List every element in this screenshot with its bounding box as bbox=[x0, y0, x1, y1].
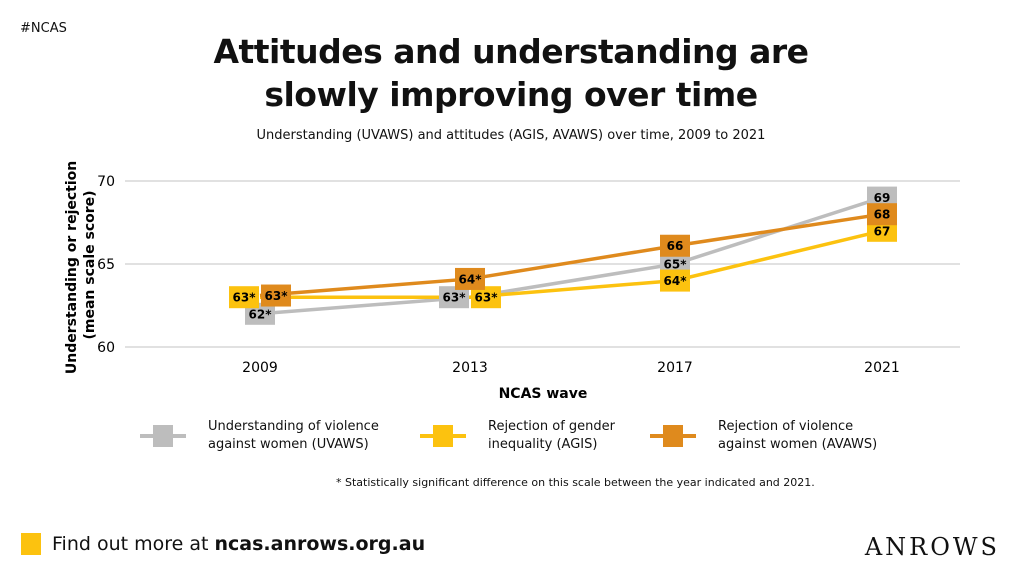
legend-label: Rejection of gender bbox=[488, 419, 615, 434]
data-label: 63* bbox=[233, 291, 257, 305]
hashtag: #NCAS bbox=[20, 21, 67, 36]
x-axis-label: NCAS wave bbox=[499, 386, 588, 402]
data-label: 65* bbox=[664, 258, 688, 272]
title-line-2: slowly improving over time bbox=[264, 75, 758, 114]
x-tick-label: 2013 bbox=[452, 360, 488, 376]
data-label: 64* bbox=[664, 274, 688, 288]
legend-item-avaws: Rejection of violence against women (AVAW… bbox=[650, 418, 908, 454]
chart-subtitle: Understanding (UVAWS) and attitudes (AGI… bbox=[256, 128, 766, 143]
legend-item-agis: Rejection of gender inequality (AGIS) bbox=[420, 418, 678, 454]
data-point-marker bbox=[261, 284, 291, 307]
data-label: 68 bbox=[874, 208, 891, 222]
data-point-marker bbox=[867, 186, 897, 209]
legend-label: against women (UVAWS) bbox=[208, 437, 369, 452]
y-tick-label: 60 bbox=[97, 340, 115, 356]
legend-label: inequality (AGIS) bbox=[488, 437, 598, 452]
page-title: Attitudes and understanding are slowly i… bbox=[0, 30, 1022, 116]
data-label: 64* bbox=[459, 272, 483, 286]
data-point-marker bbox=[245, 302, 275, 325]
data-point-marker bbox=[660, 269, 690, 292]
y-axis-label: Understanding or rejection (mean scale s… bbox=[64, 156, 98, 374]
data-label: 63* bbox=[443, 291, 467, 305]
x-tick-label: 2009 bbox=[242, 360, 278, 376]
data-label: 63* bbox=[265, 289, 289, 303]
x-tick-label: 2017 bbox=[657, 360, 693, 376]
footer-link[interactable]: ncas.anrows.org.au bbox=[214, 533, 426, 555]
data-point-marker bbox=[471, 286, 501, 309]
y-tick-label: 70 bbox=[97, 174, 115, 190]
title-line-1: Attitudes and understanding are bbox=[213, 32, 809, 71]
series-line-1 bbox=[260, 229, 883, 299]
footer-prefix: Find out more at bbox=[52, 533, 215, 555]
legend-marker-avaws bbox=[650, 425, 696, 447]
data-label: 66 bbox=[667, 239, 684, 253]
data-label: 69 bbox=[874, 191, 891, 205]
data-point-marker bbox=[439, 286, 469, 309]
legend: Understanding of violence against women (… bbox=[0, 418, 1022, 458]
data-point-marker bbox=[660, 234, 690, 257]
y-tick-label: 65 bbox=[97, 257, 115, 273]
y-axis-label-line-1: Understanding or rejection bbox=[64, 161, 80, 374]
series-line-2 bbox=[259, 212, 883, 298]
y-axis-label-line-2: (mean scale score) bbox=[82, 190, 98, 339]
data-point-marker bbox=[867, 219, 897, 242]
legend-item-uvaws: Understanding of violence against women (… bbox=[140, 418, 398, 454]
footnote: * Statistically significant difference o… bbox=[336, 476, 815, 489]
data-label: 67 bbox=[874, 224, 891, 238]
line-chart: 60 65 70 2009 2013 2017 2021 Understanding or … bbox=[64, 156, 960, 402]
legend-label: Understanding of violence bbox=[208, 419, 379, 434]
legend-marker-uvaws bbox=[140, 425, 186, 447]
data-label: 62* bbox=[249, 307, 273, 321]
data-point-marker bbox=[455, 267, 485, 290]
legend-label: Rejection of violence bbox=[718, 419, 854, 434]
data-point-marker bbox=[229, 286, 259, 309]
footer-accent-square bbox=[21, 533, 41, 555]
data-point-marker bbox=[867, 203, 897, 226]
anrows-logo: ANROWS bbox=[864, 533, 1000, 561]
footer-text: Find out more at ncas.anrows.org.au bbox=[52, 533, 425, 555]
x-tick-label: 2021 bbox=[864, 360, 900, 376]
legend-marker-agis bbox=[420, 425, 466, 447]
data-label: 63* bbox=[475, 291, 499, 305]
data-point-marker bbox=[660, 253, 690, 275]
legend-label: against women (AVAWS) bbox=[718, 437, 878, 452]
